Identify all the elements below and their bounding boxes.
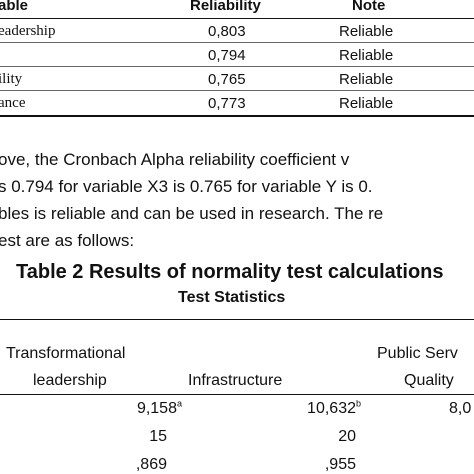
table1-header-rule	[0, 18, 474, 19]
table1-row3-note: Reliable	[339, 71, 394, 88]
table1-row3-reliability: 0,765	[208, 71, 246, 88]
table2-col2-header: Infrastructure	[188, 372, 283, 389]
table2-row2-col1: 15	[149, 428, 167, 445]
table1-header-reliability: Reliability	[190, 0, 261, 14]
table1-header-variable: able	[0, 0, 29, 14]
table2-subtitle: Test Statistics	[178, 289, 286, 306]
table2-row3-col2: ,955	[324, 456, 356, 473]
table2-row1-col2: 10,632b	[307, 398, 361, 417]
table1-row3-variable: ility	[0, 71, 23, 87]
table1-bottom-rule	[0, 115, 474, 117]
table2-row1-col3: 8,0	[449, 400, 472, 417]
table1-row4-variable: ance	[0, 95, 26, 111]
table1-header-note: Note	[352, 0, 386, 14]
table1-row2-reliability: 0,794	[208, 47, 246, 64]
table1-row-divider	[0, 66, 474, 67]
paragraph-line-4: est are as follows:	[0, 231, 135, 250]
table2-row3-col1: ,869	[135, 456, 167, 473]
table1-row1-variable: eadership	[0, 23, 56, 39]
table2-title: Table 2 Results of normality test calcul…	[16, 261, 444, 283]
table2-col1-header-line2: leadership	[33, 372, 107, 389]
table2-col3-header-line1: Public Serv	[377, 345, 458, 362]
table2-row2-col2: 20	[338, 428, 356, 445]
paragraph-line-1: ove, the Cronbach Alpha reliability coef…	[0, 150, 350, 169]
table1-row2-note: Reliable	[339, 47, 394, 64]
table2-top-rule	[0, 319, 474, 320]
table2-header-rule	[0, 394, 474, 395]
table1-row-divider	[0, 90, 474, 91]
table1-row1-reliability: 0,803	[208, 23, 246, 40]
paragraph-line-3: bles is reliable and can be used in rese…	[0, 204, 384, 223]
table1-row-divider	[0, 42, 474, 43]
paragraph-line-2: s 0.794 for variable X3 is 0.765 for var…	[0, 177, 373, 196]
table2-col3-header-line2: Quality	[404, 372, 454, 389]
table1-row1-note: Reliable	[339, 23, 394, 40]
table1-row4-reliability: 0,773	[208, 95, 246, 112]
table2-row1-col1: 9,158a	[136, 398, 182, 417]
table1-row4-note: Reliable	[339, 95, 394, 112]
table2-col1-header-line1: Transformational	[6, 345, 126, 362]
